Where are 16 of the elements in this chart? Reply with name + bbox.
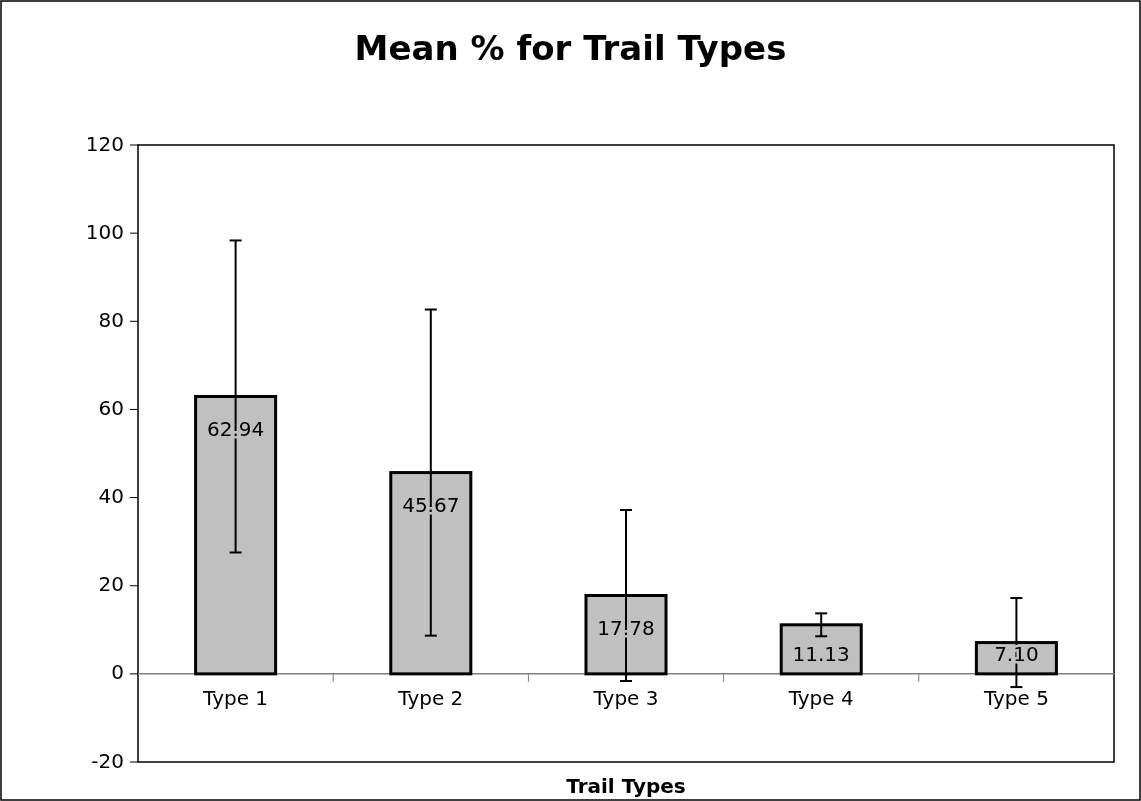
y-tick-label: 120 (85, 131, 124, 156)
y-tick-label: 0 (111, 660, 124, 685)
x-tick-label: Type 4 (787, 686, 854, 711)
y-tick-label: 40 (98, 484, 124, 509)
y-tick-label: -20 (91, 748, 124, 773)
y-tick-label: 60 (98, 395, 124, 420)
y-tick-label: 100 (85, 219, 124, 244)
data-label: 11.13 (792, 642, 850, 667)
chart-title: Mean % for Trail Types (354, 28, 787, 68)
x-tick-label: Type 5 (982, 686, 1049, 711)
y-tick-label: 80 (98, 307, 124, 332)
y-tick-label: 20 (98, 572, 124, 597)
x-axis-title: Trail Types (566, 773, 686, 798)
x-tick-label: Type 3 (592, 686, 659, 711)
x-tick-label: Type 1 (202, 686, 269, 711)
x-tick-label: Type 2 (397, 686, 464, 711)
